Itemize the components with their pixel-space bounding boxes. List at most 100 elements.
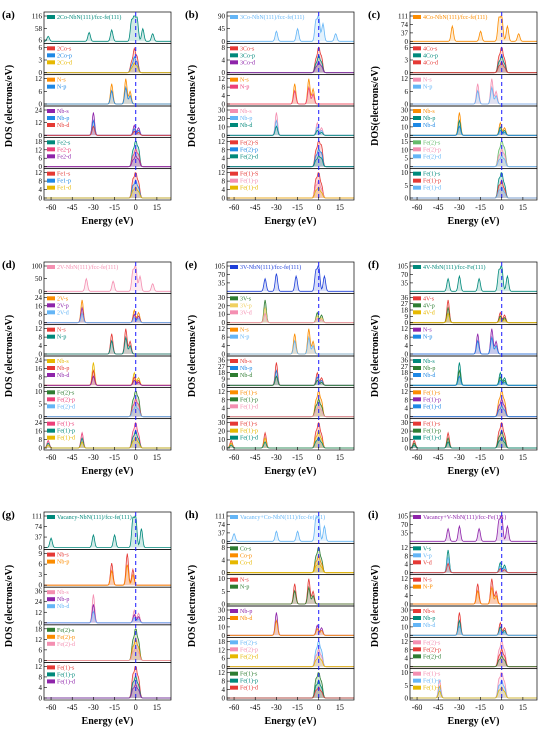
y-tick-label: 6 [39, 155, 43, 163]
legend-swatch [230, 678, 238, 683]
y-tick-label: 10 [401, 669, 409, 677]
panel-b: (b) 904503Co-NbN(111)/fcc-fe(111)8403Co-s… [185, 9, 355, 227]
legend-swatch [230, 577, 238, 582]
legend-label: Fe2-p [57, 147, 71, 153]
legend-label: Nb-p [57, 366, 69, 372]
legend-swatch [230, 560, 238, 565]
y-tick-label: 12 [401, 325, 409, 333]
legend-label: Fe(2)-d [423, 653, 441, 660]
legend-label: Nb-s [240, 359, 252, 365]
legend-label: Fe(2)-S [240, 139, 258, 146]
x-tick-label: -15 [109, 453, 120, 462]
y-tick-label: 50 [35, 275, 43, 283]
legend-swatch [230, 77, 238, 82]
subplot-frame [43, 418, 172, 451]
x-tick-label: -45 [433, 453, 444, 462]
series-line [44, 610, 171, 624]
y-tick-label: 0 [405, 569, 409, 577]
y-tick-label: 0 [39, 382, 43, 390]
legend-label: 4Co-s [423, 46, 438, 52]
legend-swatch [413, 546, 421, 551]
subplot-2: 36 24 12 0 Nb-sNb-pNb-d [35, 586, 172, 627]
legend-swatch [230, 404, 238, 409]
subplot-0: 111 74 37 0 Vacancy-NbN(111)/fcc-fe(111) [32, 511, 172, 552]
series-line [44, 15, 171, 42]
y-tick-label: 0 [222, 351, 226, 359]
x-tick-label: 15 [153, 203, 161, 212]
y-tick-label: 0 [39, 445, 43, 453]
legend-swatch [47, 140, 55, 145]
legend-label: Fe1-d [57, 186, 71, 192]
subplot-3: 18 12 6 0 Fe(2)-sFe(2)-pFe(2)-d [35, 624, 172, 665]
y-tick-label: 30 [218, 607, 226, 615]
series-line [227, 619, 354, 636]
y-tick-label: 12 [218, 646, 226, 654]
y-tick-label: 20 [218, 428, 226, 436]
y-tick-label: 30 [218, 107, 226, 115]
legend-label: Co-s [240, 546, 252, 552]
legend-label: Fe(1)-s [423, 171, 441, 178]
subplot-frame [409, 418, 538, 451]
legend-swatch [413, 366, 421, 370]
legend-label: Fe(1)-S [240, 171, 258, 178]
y-tick-label: 12 [218, 169, 226, 177]
x-tick-label: -60 [229, 203, 240, 212]
series-line [44, 312, 171, 324]
series-area [44, 628, 171, 661]
series-line [44, 683, 171, 699]
legend-label: 2V-NbN(111)/fcc-fe(111) [57, 264, 118, 271]
x-tick-label: 15 [519, 203, 527, 212]
y-tick-label: 12 [35, 325, 43, 333]
legend-label: N-s [423, 578, 432, 584]
series-area [227, 16, 354, 42]
legend-label: N-s [57, 328, 66, 334]
y-tick-label: 5 [405, 682, 409, 690]
legend-swatch [413, 553, 421, 558]
legend-label: Fe(1)-d [57, 678, 75, 685]
series-line [227, 61, 354, 74]
series-line [227, 585, 354, 605]
legend-label: Nb-d [240, 373, 252, 379]
x-tick-label: -15 [475, 453, 486, 462]
legend-swatch [230, 154, 238, 159]
x-tick-label: -30 [454, 453, 465, 462]
legend-swatch [230, 609, 238, 613]
y-tick-label: 0 [222, 695, 226, 703]
legend-swatch [413, 46, 421, 51]
series-area [227, 187, 354, 198]
legend-swatch [47, 310, 55, 315]
series-area [227, 391, 354, 417]
series-line [227, 655, 354, 668]
legend-swatch [47, 77, 55, 82]
legend-label: 3Co-d [240, 60, 255, 66]
legend-label: Nb-d [57, 604, 69, 610]
y-tick-label: 0 [405, 413, 409, 421]
legend-label: 4V-p [423, 303, 435, 309]
y-axis-label: DOS (electrons/eV) [370, 315, 381, 397]
legend-label: Fe(1)-p [240, 428, 258, 435]
y-tick-label: 8 [405, 552, 409, 560]
legend-swatch [47, 303, 55, 308]
legend-swatch [47, 641, 55, 646]
legend-swatch [230, 46, 238, 51]
legend-swatch [47, 46, 55, 51]
legend-label: Fe(1)-p [423, 396, 441, 403]
series-line [227, 375, 354, 386]
y-tick-label: 4 [222, 557, 226, 565]
y-tick-label: 0 [405, 382, 409, 390]
x-tick-label: 15 [153, 453, 161, 462]
legend-label: 4Co-d [423, 60, 438, 66]
legend-swatch [413, 140, 421, 145]
y-tick-label: 74 [401, 21, 409, 29]
x-tick-label: -15 [475, 203, 486, 212]
legend-swatch [230, 310, 238, 315]
subplot-frame [409, 168, 538, 201]
y-axis-label: DOS (electrons/eV) [4, 315, 15, 397]
